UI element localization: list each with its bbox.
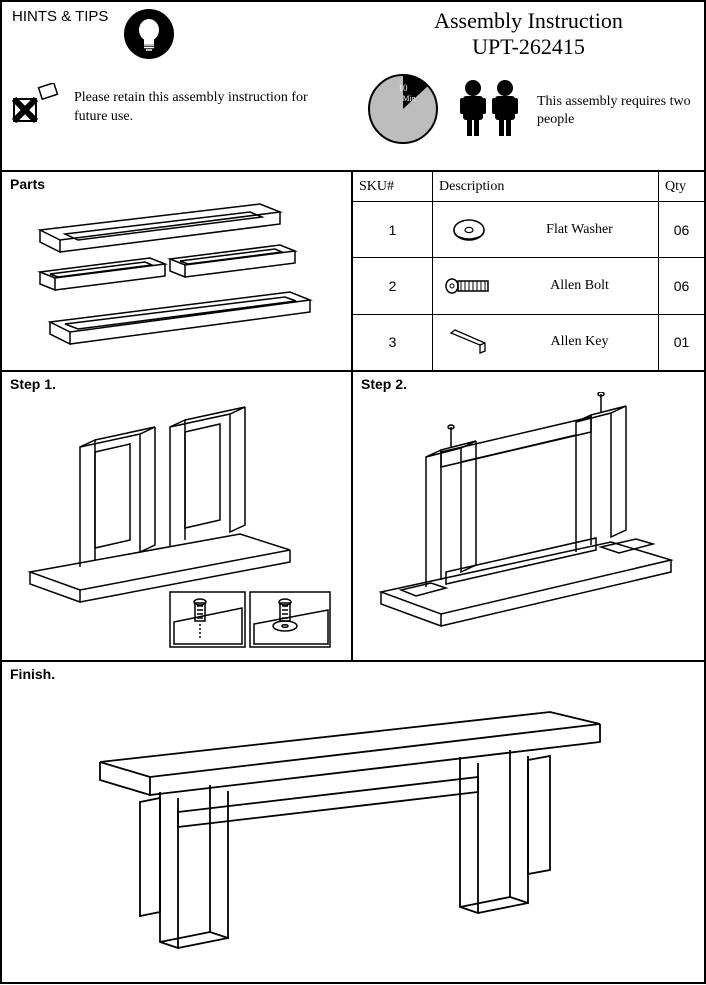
desc-cell: Allen Bolt xyxy=(433,258,659,313)
svg-text:Min: Min xyxy=(402,94,415,103)
sku-cell: 3 xyxy=(353,315,433,370)
header-right: Assembly Instruction UPT-262415 10 Min xyxy=(353,2,704,170)
step2-diagram-icon xyxy=(361,392,691,652)
no-trash-icon xyxy=(12,83,64,132)
qty-cell: 01 xyxy=(659,315,704,370)
svg-text:10: 10 xyxy=(399,83,409,93)
desc-text: Flat Washer xyxy=(507,222,652,238)
washer-icon xyxy=(439,212,499,248)
step2-label: Step 2. xyxy=(361,376,696,392)
parts-section: Parts xyxy=(2,172,704,372)
parts-table-header: SKU# Description Qty xyxy=(353,172,704,202)
qty-cell: 06 xyxy=(659,202,704,257)
desc-text: Allen Bolt xyxy=(507,278,652,294)
header-desc: Description xyxy=(433,172,659,201)
sku-cell: 2 xyxy=(353,258,433,313)
steps-section: Step 1. xyxy=(2,372,704,662)
parts-diagram-icon xyxy=(10,192,340,362)
header-sku: SKU# xyxy=(353,172,433,201)
parts-label: Parts xyxy=(10,176,343,192)
bolt-icon xyxy=(439,274,499,298)
finish-section: Finish. xyxy=(2,662,704,982)
parts-diagram-cell: Parts xyxy=(2,172,353,370)
assembly-instruction-page: HINTS & TIPS xyxy=(0,0,706,984)
step1-diagram-icon xyxy=(10,392,340,652)
two-people-text: This assembly requires two people xyxy=(537,93,694,129)
table-row: 2 Allen Bolt 06 xyxy=(353,258,704,314)
allenkey-icon xyxy=(439,327,499,357)
title-line2: UPT-262415 xyxy=(472,34,585,59)
finish-diagram-icon xyxy=(10,682,690,972)
step2-cell: Step 2. xyxy=(353,372,704,660)
lightbulb-icon xyxy=(123,8,175,65)
title-line1: Assembly Instruction xyxy=(434,8,623,33)
table-row: 1 Flat Washer 06 xyxy=(353,202,704,258)
header-meta-row: 10 Min xyxy=(363,69,694,154)
parts-table: SKU# Description Qty 1 Flat Washer 06 2 xyxy=(353,172,704,370)
timer-icon: 10 Min xyxy=(363,69,443,154)
header-qty: Qty xyxy=(659,172,704,201)
qty-cell: 06 xyxy=(659,258,704,313)
two-people-icon xyxy=(455,74,525,149)
hints-tips-title: HINTS & TIPS xyxy=(12,8,108,25)
retain-text: Please retain this assembly instruction … xyxy=(74,89,343,125)
table-row: 3 Allen Key 01 xyxy=(353,315,704,370)
sku-cell: 1 xyxy=(353,202,433,257)
step1-cell: Step 1. xyxy=(2,372,353,660)
header-section: HINTS & TIPS xyxy=(2,2,704,172)
step1-label: Step 1. xyxy=(10,376,343,392)
desc-cell: Allen Key xyxy=(433,315,659,370)
desc-text: Allen Key xyxy=(507,334,652,350)
desc-cell: Flat Washer xyxy=(433,202,659,257)
retain-row: Please retain this assembly instruction … xyxy=(12,83,343,132)
finish-label: Finish. xyxy=(10,666,696,682)
main-title: Assembly Instruction UPT-262415 xyxy=(363,8,694,61)
header-left: HINTS & TIPS xyxy=(2,2,353,170)
